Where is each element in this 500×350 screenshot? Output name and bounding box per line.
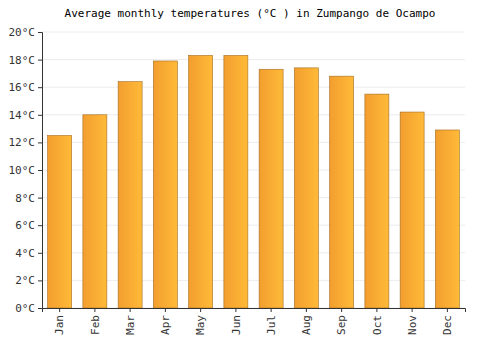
bar <box>435 130 459 308</box>
y-tick-label: 2°C <box>15 274 35 287</box>
x-tick-label: May <box>194 315 207 335</box>
x-tick-label: Mar <box>124 315 137 335</box>
x-tick: Jun <box>230 308 243 335</box>
y-tick-mark <box>38 87 42 88</box>
x-tick: Sep <box>335 308 348 335</box>
title: Average monthly temperatures (°C ) in Zu… <box>65 7 436 20</box>
y-tick-label: 18°C <box>9 54 36 67</box>
x-tick-mark <box>306 308 307 312</box>
bar <box>48 136 72 309</box>
y-tick-label: 4°C <box>15 247 35 260</box>
y-tick-label: 20°C <box>9 26 36 39</box>
x-tick-label: Aug <box>300 315 313 335</box>
bar <box>259 69 283 308</box>
y-tick-label: 14°C <box>9 109 36 122</box>
y-tick-mark <box>38 115 42 116</box>
y-tick-mark <box>38 60 42 61</box>
grid-line <box>42 32 465 33</box>
y-tick-mark <box>38 253 42 254</box>
x-axis: Jan Feb Mar Apr May Jun Jul Aug Sep Oct Nov Dec <box>43 308 466 335</box>
x-tick-mark <box>165 308 166 312</box>
x-tick-mark <box>376 308 377 312</box>
x-tick: Apr <box>159 308 172 335</box>
y-tick: 0°C <box>15 302 42 315</box>
bar <box>400 112 424 308</box>
y-tick-mark <box>38 170 42 171</box>
y-tick-label: 6°C <box>15 219 35 232</box>
bar <box>330 76 354 308</box>
x-tick-mark <box>271 308 272 312</box>
x-tick-mark <box>412 308 413 312</box>
x-tick: Oct <box>371 308 384 335</box>
y-tick-label: 10°C <box>9 164 36 177</box>
bar <box>153 61 177 308</box>
y-tick: 18°C <box>9 54 43 67</box>
y-tick-label: 12°C <box>9 136 36 149</box>
bar <box>83 115 107 308</box>
x-tick: Jan <box>53 308 66 335</box>
x-tick-label: Oct <box>371 315 384 335</box>
x-tick: Mar <box>124 308 137 335</box>
x-tick: Dec <box>441 308 454 335</box>
x-tick-mark <box>94 308 95 312</box>
x-tick-mark <box>341 308 342 312</box>
y-tick-mark <box>38 308 42 309</box>
y-tick-label: 0°C <box>15 302 35 315</box>
x-tick-label: Nov <box>406 315 419 335</box>
x-tick: Aug <box>300 308 313 335</box>
y-tick-mark <box>38 225 42 226</box>
bars <box>48 55 460 308</box>
y-tick-mark <box>38 142 42 143</box>
y-axis-line <box>38 33 43 309</box>
y-tick-mark <box>38 280 42 281</box>
x-tick-label: Sep <box>335 315 348 335</box>
grid <box>42 32 465 308</box>
chart: Average monthly temperatures (°C ) in Zu… <box>0 0 500 350</box>
x-tick-mark <box>235 308 236 312</box>
plot: 0°C 2°C 4°C 6°C 8°C 10°C 12°C 14°C 16°C 18°C 20°C J… <box>9 26 466 335</box>
y-tick-label: 16°C <box>9 81 36 94</box>
grid-line <box>42 59 465 60</box>
y-tick-mark <box>38 198 42 199</box>
x-tick: Nov <box>406 308 419 335</box>
x-tick-mark <box>447 308 448 312</box>
bar <box>294 68 318 308</box>
y-tick: 10°C <box>9 164 43 177</box>
y-tick: 16°C <box>9 81 43 94</box>
grid-line <box>42 87 465 88</box>
y-tick: 20°C <box>9 26 43 39</box>
x-tick: Jul <box>265 308 278 335</box>
y-tick: 4°C <box>15 247 42 260</box>
x-tick-label: Jul <box>265 315 278 335</box>
x-tick: Feb <box>89 308 102 335</box>
y-tick: 6°C <box>15 219 42 232</box>
x-axis-line <box>43 309 466 313</box>
x-tick-label: Feb <box>89 315 102 335</box>
x-tick-mark <box>130 308 131 312</box>
x-tick: May <box>194 308 207 335</box>
y-tick: 2°C <box>15 274 42 287</box>
x-tick-label: Apr <box>159 315 172 335</box>
y-tick: 12°C <box>9 136 43 149</box>
y-tick: 8°C <box>15 192 42 205</box>
bar <box>189 55 213 308</box>
x-tick-label: Dec <box>441 315 454 335</box>
y-tick: 14°C <box>9 109 43 122</box>
x-tick-label: Jun <box>230 315 243 335</box>
x-tick-mark <box>59 308 60 312</box>
bar <box>118 82 142 308</box>
y-tick-mark <box>38 32 42 33</box>
x-tick-label: Jan <box>53 315 66 335</box>
x-tick-mark <box>200 308 201 312</box>
y-tick-label: 8°C <box>15 192 35 205</box>
y-axis: 0°C 2°C 4°C 6°C 8°C 10°C 12°C 14°C 16°C 18°C 20°C <box>9 26 43 315</box>
bar <box>365 94 389 308</box>
bar <box>224 55 248 308</box>
